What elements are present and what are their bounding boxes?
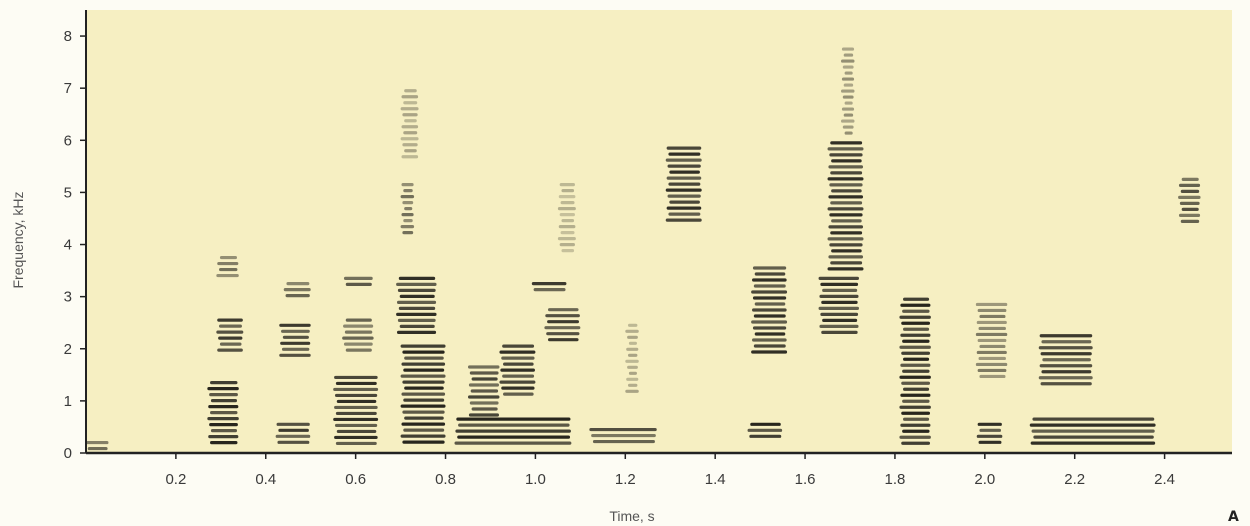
energy-region [665,146,702,222]
energy-region [1029,417,1156,445]
x-tick-label: 1.4 [705,471,726,488]
energy-region [207,381,239,445]
x-tick-label: 0.8 [435,471,456,488]
x-tick-label: 1.2 [615,471,636,488]
energy-region [544,308,581,342]
y-tick-label: 7 [64,80,72,97]
x-tick-label: 1.8 [885,471,906,488]
energy-region [625,323,639,393]
x-tick-label: 0.4 [255,471,276,488]
energy-region [1178,177,1201,223]
x-tick-label: 2.4 [1154,471,1175,488]
energy-region [454,417,572,445]
energy-region [400,89,419,159]
energy-region [827,141,864,271]
y-tick-label: 4 [64,237,72,254]
energy-region [589,427,657,444]
energy-region [1038,334,1093,386]
energy-region [531,282,567,292]
energy-region [400,344,446,444]
y-tick-label: 8 [64,28,72,45]
energy-region [216,255,239,278]
y-tick-label: 6 [64,132,72,149]
panel-label: A [1228,509,1239,525]
y-tick-label: 0 [64,445,72,462]
energy-region [975,302,1008,379]
energy-region [342,318,374,352]
x-tick-label: 2.2 [1064,471,1085,488]
x-axis-title: Time, s [609,508,654,524]
energy-region [468,365,500,417]
energy-region [400,182,415,235]
x-tick-label: 2.0 [974,471,995,488]
energy-region [343,276,373,286]
energy-region [499,344,536,396]
energy-region [899,297,931,445]
x-tick-label: 1.0 [525,471,546,488]
x-tick-label: 1.6 [795,471,816,488]
energy-region [747,422,783,438]
y-axis-title: Frequency, kHz [10,192,26,289]
energy-region [841,47,855,135]
x-tick-label: 0.6 [345,471,366,488]
energy-region [976,422,1003,444]
energy-region [86,440,109,451]
y-tick-label: 2 [64,341,72,358]
energy-region [557,182,576,253]
energy-region [751,266,788,354]
plot-background [86,10,1232,453]
x-tick-label: 0.2 [165,471,186,488]
y-tick-label: 3 [64,289,72,306]
energy-region [216,318,244,352]
energy-region [279,323,311,357]
energy-region [283,282,311,298]
y-tick-label: 5 [64,184,72,201]
energy-region [396,276,437,334]
energy-region [333,375,379,446]
energy-region [275,422,311,444]
y-tick-label: 1 [64,393,72,410]
energy-region [818,276,859,334]
